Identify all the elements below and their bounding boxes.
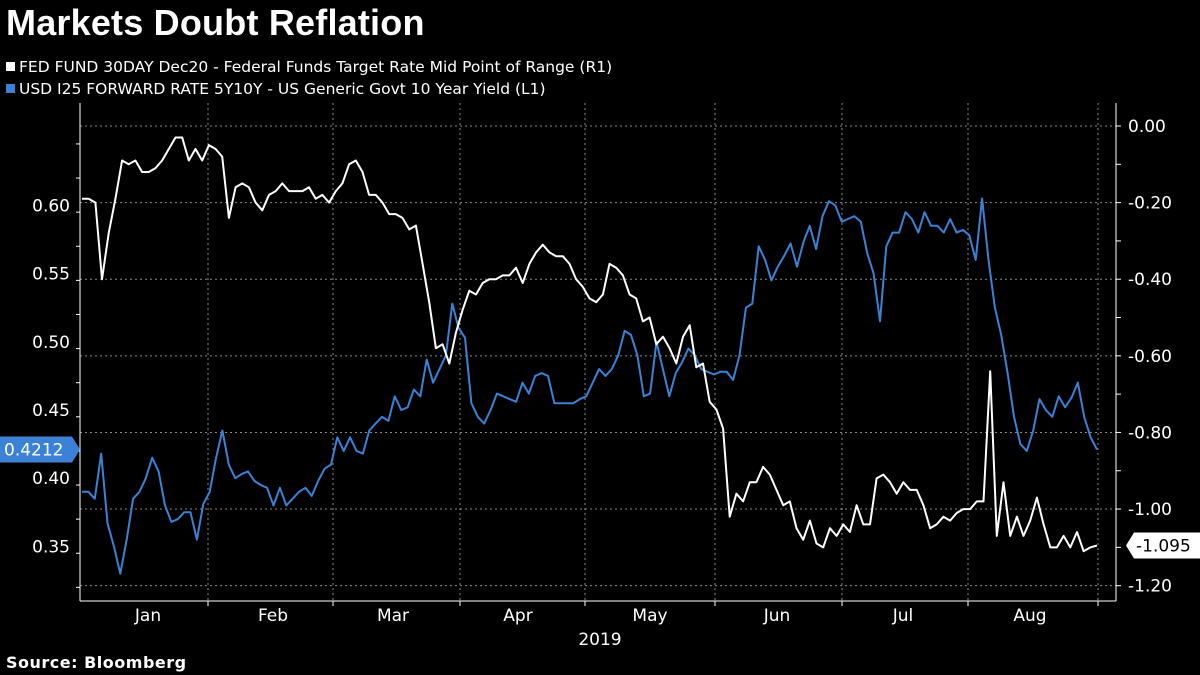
legend-label-usd-forward: USD I25 FORWARD RATE 5Y10Y - US Generic … (19, 80, 546, 98)
left-axis-tick-label: 0.40 (32, 469, 70, 489)
right-axis-tick-label: -0.60 (1128, 347, 1172, 367)
chart-title: Markets Doubt Reflation (6, 2, 425, 43)
x-axis-tick-label: Apr (503, 606, 532, 626)
series-line-usd-forward (82, 197, 1098, 575)
source-note: Source: Bloomberg (6, 653, 187, 672)
right-axis-tick-label: -0.40 (1128, 270, 1172, 290)
legend-label-fed-fund: FED FUND 30DAY Dec20 - Federal Funds Tar… (19, 58, 613, 76)
callout-value-blue: 0.4212 (4, 441, 63, 461)
x-axis-tick-label: Jun (763, 606, 791, 626)
right-axis-tick-label: -0.20 (1128, 194, 1172, 214)
legend-entry-usd-forward: USD I25 FORWARD RATE 5Y10Y - US Generic … (6, 80, 546, 98)
right-axis-tick-label: 0.00 (1128, 117, 1166, 137)
right-axis-tick-label: -1.20 (1128, 577, 1172, 597)
x-axis-tick-label: May (632, 606, 667, 626)
right-axis-tick-label: -1.00 (1128, 500, 1172, 520)
x-axis-tick-label: Aug (1013, 606, 1046, 626)
callout-box-blue (0, 436, 80, 463)
legend-swatch-blue (6, 84, 15, 93)
series-line-fed-fund (82, 136, 1098, 553)
left-axis-tick-label: 0.35 (32, 537, 70, 557)
x-axis-tick-label: Jul (892, 606, 914, 626)
left-axis-tick-label: 0.60 (32, 196, 70, 216)
callout-box-white (1126, 532, 1200, 559)
legend-swatch-white (6, 62, 15, 71)
left-axis-tick-label: 0.50 (32, 333, 70, 353)
right-axis-tick-label: -0.80 (1128, 423, 1172, 443)
left-axis-tick-label: 0.45 (32, 401, 70, 421)
x-axis-tick-label: Jan (134, 606, 161, 626)
left-axis-tick-label: 0.55 (32, 265, 70, 285)
last-value-callout-right: -1.095 (1126, 532, 1200, 559)
x-axis-tick-label: Feb (258, 606, 288, 626)
callout-value-white: -1.095 (1136, 536, 1191, 556)
last-value-callout-left: 0.4212 (0, 436, 80, 463)
x-axis-tick-label: Mar (377, 606, 409, 626)
legend-entry-fed-fund: FED FUND 30DAY Dec20 - Federal Funds Tar… (6, 58, 612, 76)
x-axis-label: 2019 (578, 630, 621, 650)
